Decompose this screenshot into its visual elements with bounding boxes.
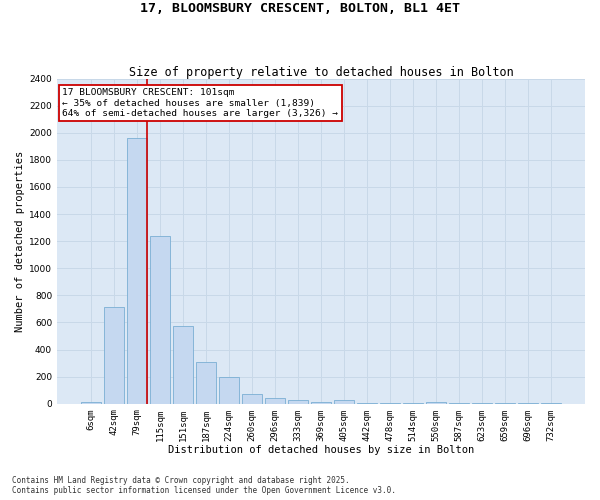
- Bar: [81, 402, 101, 404]
- Bar: [288, 400, 308, 404]
- Bar: [403, 403, 423, 404]
- Bar: [196, 362, 215, 404]
- Bar: [380, 403, 400, 404]
- Bar: [104, 307, 124, 404]
- Bar: [150, 236, 170, 404]
- Bar: [127, 138, 146, 404]
- X-axis label: Distribution of detached houses by size in Bolton: Distribution of detached houses by size …: [168, 445, 474, 455]
- Text: 17, BLOOMSBURY CRESCENT, BOLTON, BL1 4ET: 17, BLOOMSBURY CRESCENT, BOLTON, BL1 4ET: [140, 2, 460, 16]
- Bar: [265, 398, 285, 404]
- Bar: [334, 400, 354, 404]
- Bar: [219, 376, 239, 404]
- Title: Size of property relative to detached houses in Bolton: Size of property relative to detached ho…: [128, 66, 514, 78]
- Bar: [173, 326, 193, 404]
- Y-axis label: Number of detached properties: Number of detached properties: [15, 150, 25, 332]
- Bar: [427, 402, 446, 404]
- Bar: [449, 403, 469, 404]
- Bar: [311, 402, 331, 404]
- Text: Contains HM Land Registry data © Crown copyright and database right 2025.
Contai: Contains HM Land Registry data © Crown c…: [12, 476, 396, 495]
- Text: 17 BLOOMSBURY CRESCENT: 101sqm
← 35% of detached houses are smaller (1,839)
64% : 17 BLOOMSBURY CRESCENT: 101sqm ← 35% of …: [62, 88, 338, 118]
- Bar: [357, 403, 377, 404]
- Bar: [242, 394, 262, 404]
- Bar: [472, 403, 492, 404]
